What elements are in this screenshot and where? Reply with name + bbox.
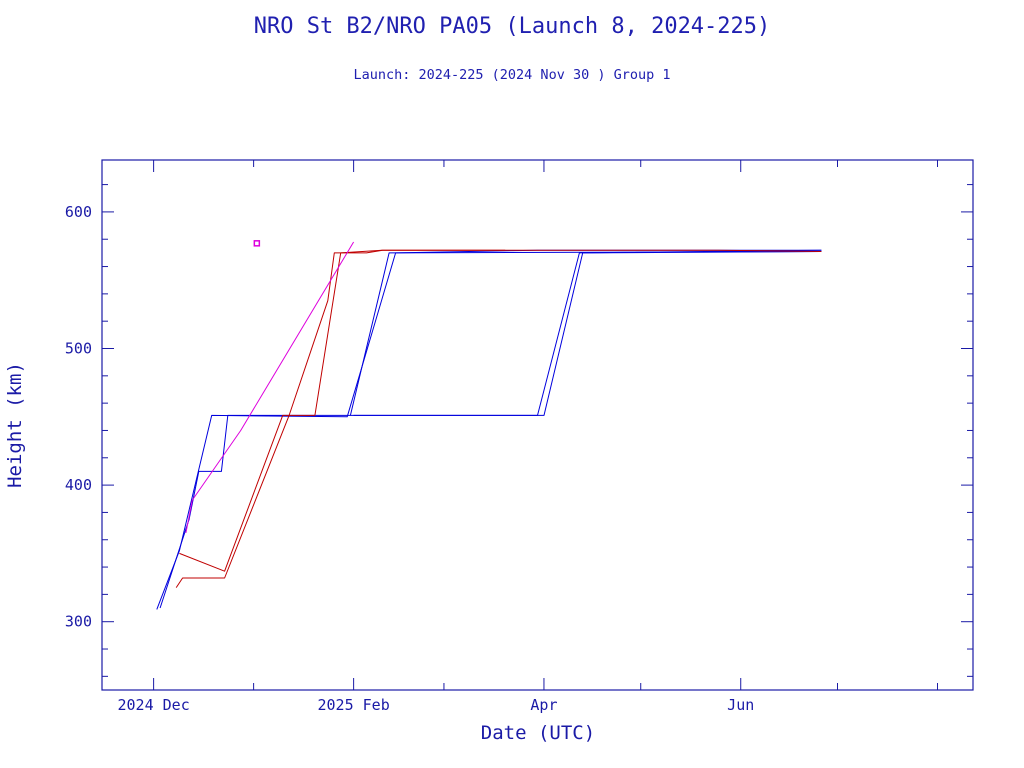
plot-frame: [101, 159, 974, 691]
x-tick-label: 2025 Feb: [317, 696, 389, 714]
y-tick-label: 300: [65, 613, 92, 631]
series-marker-8: [253, 240, 261, 247]
x-tick-label: Jun: [727, 696, 754, 714]
tick-labels: 300 400 500 600 2024 Dec 2025 Feb Apr Jun: [65, 203, 754, 714]
series-line-7: [185, 241, 355, 533]
series-line-1: [156, 249, 822, 610]
x-tick-label: 2024 Dec: [117, 696, 189, 714]
series-line-3: [350, 249, 822, 416]
axis-ticks: [102, 160, 973, 690]
y-tick-label: 600: [65, 203, 92, 221]
series-layer: [156, 240, 822, 610]
x-axis-label: Date (UTC): [481, 722, 595, 744]
x-tick-label: Apr: [530, 696, 557, 714]
series-line-5: [179, 249, 822, 572]
chart-title: NRO St B2/NRO PA05 (Launch 8, 2024-225): [253, 14, 771, 39]
chart-subtitle: Launch: 2024-225 (2024 Nov 30 ) Group 1: [353, 67, 671, 83]
series-line-6: [175, 249, 506, 588]
series-line-4: [353, 251, 822, 416]
y-axis-label: Height (km): [4, 362, 26, 488]
y-tick-label: 400: [65, 476, 92, 494]
y-tick-label: 500: [65, 340, 92, 358]
series-line-2: [159, 251, 822, 609]
